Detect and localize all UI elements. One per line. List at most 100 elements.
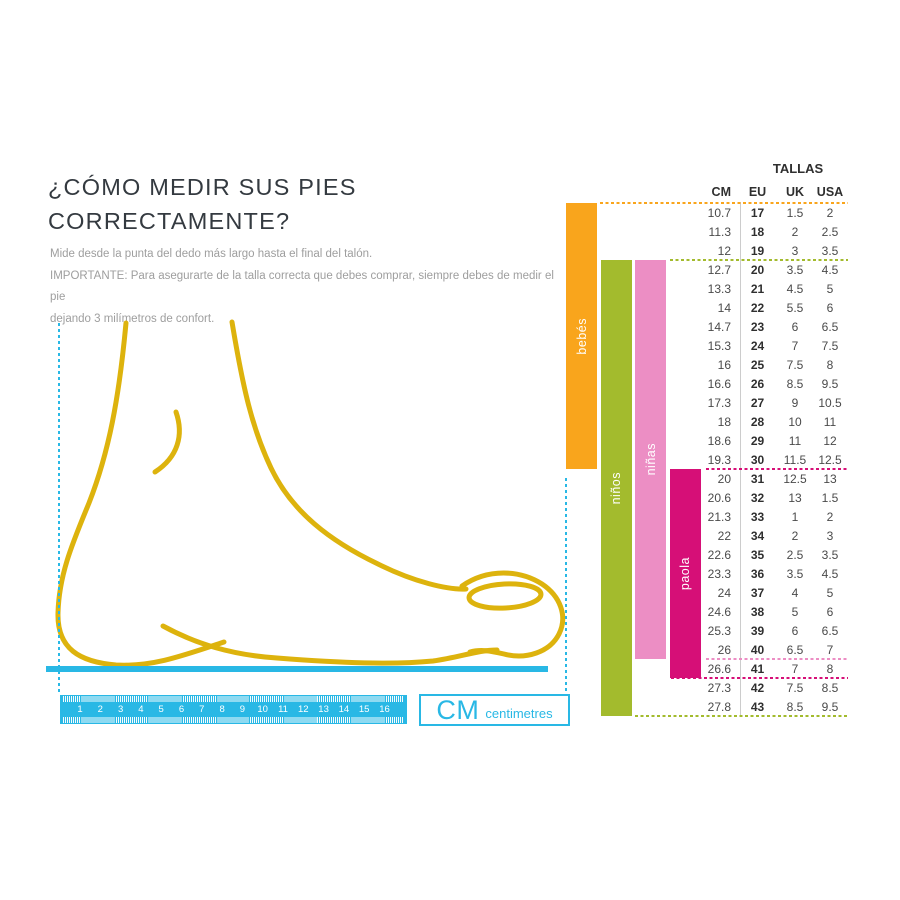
table-row: 15.3 24 7 7.5 xyxy=(690,336,848,355)
ruler-number: 10 xyxy=(257,704,268,715)
ruler-number: 4 xyxy=(138,704,144,715)
ruler-number: 3 xyxy=(117,704,124,715)
ruler-number: 2 xyxy=(97,704,103,715)
cell-eu: 33 xyxy=(750,509,765,524)
ruler-number: 9 xyxy=(239,704,246,715)
cell-cm: 16.6 xyxy=(707,376,731,391)
group-separator-dotted-line xyxy=(600,202,848,204)
table-row: 12 19 3 3.5 xyxy=(690,241,848,260)
ruler-number: 12 xyxy=(298,704,309,715)
cell-uk: 9 xyxy=(791,395,799,410)
cell-cm: 13.3 xyxy=(707,281,731,296)
cell-eu: 30 xyxy=(750,452,765,467)
cell-cm: 18.6 xyxy=(707,433,731,448)
category-bar-ninas: niñas xyxy=(635,260,666,659)
cell-eu: 41 xyxy=(750,661,765,676)
foot-toe-line xyxy=(459,570,566,659)
cell-eu: 39 xyxy=(750,623,765,638)
cell-cm: 12 xyxy=(717,243,731,258)
cell-usa: 7 xyxy=(826,642,834,657)
cell-usa: 2 xyxy=(826,205,834,220)
cell-cm: 12.7 xyxy=(707,262,731,277)
ruler-number: 1 xyxy=(77,704,83,715)
ruler-number: 13 xyxy=(318,704,329,715)
cell-cm: 23.3 xyxy=(707,566,731,581)
ruler-number: 11 xyxy=(278,704,288,715)
ruler-number: 14 xyxy=(338,704,350,715)
cell-cm: 26 xyxy=(717,642,731,657)
cell-usa: 11 xyxy=(823,414,837,429)
cell-uk: 4.5 xyxy=(786,281,804,296)
cell-uk: 7 xyxy=(791,661,799,676)
floor-baseline xyxy=(46,666,548,672)
cell-usa: 12.5 xyxy=(818,452,842,467)
cell-cm: 18 xyxy=(717,414,731,429)
table-row: 26 40 6.5 7 xyxy=(690,640,848,659)
page-title-line1: ¿CÓMO MEDIR SUS PIES xyxy=(48,174,357,200)
table-row: 22.6 35 2.5 3.5 xyxy=(690,545,848,564)
cell-cm: 25.3 xyxy=(707,623,731,638)
instruction-line: IMPORTANTE: Para asegurarte de la talla … xyxy=(50,269,554,304)
cell-cm: 14.7 xyxy=(707,319,731,334)
cell-usa: 3.5 xyxy=(821,547,839,562)
cell-usa: 4.5 xyxy=(821,262,839,277)
cell-uk: 8.5 xyxy=(786,376,804,391)
cell-eu: 22 xyxy=(750,300,765,315)
cell-usa: 12 xyxy=(823,433,837,448)
cell-cm: 22 xyxy=(717,528,731,543)
category-bar-bebes: bebés xyxy=(566,203,597,469)
ruler-number: 15 xyxy=(358,704,370,715)
cell-eu: 35 xyxy=(750,547,765,562)
group-separator-dotted-line xyxy=(671,677,848,679)
cell-usa: 8 xyxy=(826,661,834,676)
cell-uk: 3.5 xyxy=(786,262,804,277)
cell-eu: 42 xyxy=(750,680,765,695)
cell-uk: 5 xyxy=(791,604,799,619)
cm-ruler: 1 2 3 4 5 6 7 8 9 10 11 12 13 14 15 16 xyxy=(60,695,407,724)
table-row: 11.3 18 2 2.5 xyxy=(690,222,848,241)
cell-cm: 20 xyxy=(717,471,731,486)
column-divider-line xyxy=(740,202,741,716)
cell-usa: 6.5 xyxy=(821,623,839,638)
cell-uk: 11 xyxy=(788,433,802,448)
cell-eu: 19 xyxy=(750,243,765,258)
cell-uk: 1.5 xyxy=(786,205,804,220)
ruler-number: 6 xyxy=(178,704,185,715)
table-row: 23.3 36 3.5 4.5 xyxy=(690,564,848,583)
category-bar-ninos: niños xyxy=(600,260,632,716)
cell-uk: 2.5 xyxy=(786,547,804,562)
category-bar-label: paola xyxy=(678,556,692,591)
cell-eu: 32 xyxy=(750,490,765,505)
table-row: 22 34 2 3 xyxy=(690,526,848,545)
ruler-number: 16 xyxy=(379,704,390,715)
group-separator-dotted-line xyxy=(635,715,848,717)
cell-usa: 1.5 xyxy=(821,490,839,505)
cell-cm: 20.6 xyxy=(707,490,731,505)
ruler-number: 8 xyxy=(219,704,225,715)
cell-uk: 2 xyxy=(791,224,799,239)
table-title: TALLAS xyxy=(772,161,824,176)
cell-eu: 20 xyxy=(750,262,765,277)
group-separator-dotted-line xyxy=(706,468,848,470)
cell-eu: 36 xyxy=(750,566,765,581)
cell-eu: 34 xyxy=(750,528,765,543)
cell-uk: 7.5 xyxy=(786,357,804,372)
cell-usa: 6.5 xyxy=(821,319,839,334)
cell-eu: 18 xyxy=(750,224,765,239)
cell-uk: 4 xyxy=(791,585,799,600)
cell-cm: 27.8 xyxy=(707,699,731,714)
cell-usa: 2 xyxy=(826,509,834,524)
cell-uk: 2 xyxy=(791,528,799,543)
cell-usa: 5 xyxy=(826,281,834,296)
cell-uk: 3 xyxy=(791,243,799,258)
instructions: Mide desde la punta del dedo más largo h… xyxy=(50,244,570,330)
cell-cm: 27.3 xyxy=(707,680,731,695)
cell-cm: 11.3 xyxy=(708,224,731,239)
cell-usa: 6 xyxy=(826,300,834,315)
foot-right-leg-line xyxy=(229,319,469,592)
cell-cm: 14 xyxy=(717,300,731,315)
cell-eu: 17 xyxy=(750,205,765,220)
cell-uk: 5.5 xyxy=(786,300,804,315)
cell-eu: 21 xyxy=(750,281,765,296)
table-row: 10.7 17 1.5 2 xyxy=(690,203,848,222)
